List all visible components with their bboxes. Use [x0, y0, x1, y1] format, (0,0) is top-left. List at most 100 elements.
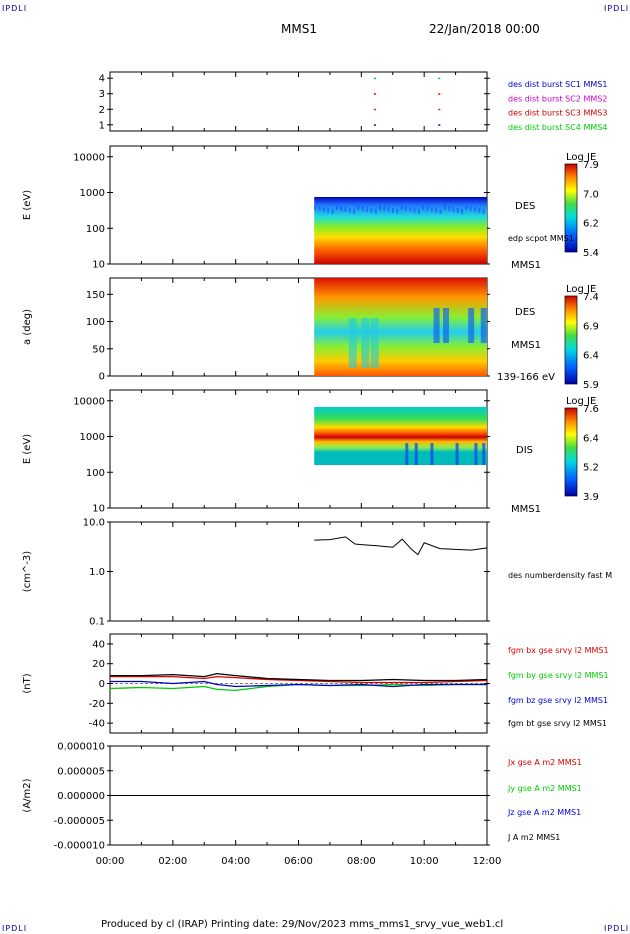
spectrogram-streak	[422, 205, 425, 210]
panel-frame-4	[109, 521, 488, 622]
x-tick-label: 04:00	[221, 856, 250, 867]
spectrogram-streak	[433, 308, 440, 343]
colorbar-tick-label: 7.0	[583, 189, 599, 200]
corner-label-bottom-left: IPDLI	[2, 924, 28, 933]
colorbar-tick-label: 5.9	[583, 380, 599, 391]
colorbar	[564, 295, 578, 385]
y-tick-label: 100	[86, 224, 105, 235]
colorbar-tick-label: 5.4	[583, 248, 599, 259]
spectrogram-streak	[357, 205, 360, 210]
spectrogram-streak	[335, 205, 338, 210]
spectrogram-streak	[366, 207, 369, 212]
spectrogram-streak	[480, 308, 487, 343]
colorbar	[564, 407, 578, 497]
y-tick-label: 3	[99, 89, 105, 100]
corner-label-top-right: IPDLI	[604, 4, 630, 13]
colorbar-tick-label: 7.6	[583, 404, 599, 415]
y-tick-label: 10.0	[83, 518, 105, 529]
y-tick-label: 0	[99, 372, 105, 383]
legend-entry: J A m2 MMS1	[507, 833, 560, 842]
x-tick-label: 00:00	[96, 856, 125, 867]
spectrogram-streak	[478, 208, 481, 213]
burst-mark	[438, 77, 441, 80]
panel-label: DIS	[516, 445, 533, 456]
field-line	[110, 672, 488, 682]
x-tick-label: 08:00	[347, 856, 376, 867]
y-tick-label: 150	[86, 290, 105, 301]
colorbar-tick-label: 5.2	[583, 463, 599, 474]
x-tick-label: 12:00	[473, 856, 502, 867]
spectrogram-streak	[344, 207, 347, 212]
spectrogram-streak	[430, 207, 433, 212]
spectrogram-streak	[468, 308, 475, 343]
spectrogram-streak	[409, 207, 412, 212]
field-line	[110, 680, 487, 688]
burst-mark	[373, 77, 376, 80]
colorbar-title: Log JE	[566, 284, 596, 295]
legend-entry: fgm bx gse srvy l2 MMS1	[508, 646, 609, 655]
y-tick-label: 100	[86, 317, 105, 328]
y-tick-label: 10	[92, 504, 105, 515]
y-tick-label: -20	[89, 699, 105, 710]
x-tick-label: 02:00	[158, 856, 187, 867]
y-tick-label: 10000	[73, 152, 105, 163]
burst-mark	[438, 124, 441, 126]
y-axis-label: a (deg)	[22, 309, 33, 345]
y-tick-label: 4	[99, 74, 105, 85]
y-tick-label: 100	[86, 468, 105, 479]
y-tick-label: 2	[99, 105, 105, 116]
spectrogram-streak	[435, 208, 438, 213]
spectrogram-streak	[361, 318, 370, 368]
y-tick-label: 20	[92, 659, 105, 670]
legend-entry: des dist burst SC3 MMS3	[508, 109, 607, 118]
burst-mark	[438, 93, 441, 95]
y-tick-label: 10	[92, 260, 105, 271]
panel-label: 139-166 eV	[497, 372, 555, 383]
legend-entry: des numberdensity fast M	[508, 571, 612, 580]
spectrogram-streak	[417, 209, 420, 214]
colorbar-title: Log JE	[566, 396, 596, 407]
y-axis-label: E (eV)	[22, 190, 33, 220]
panel-label: DES	[515, 307, 535, 318]
burst-mark	[438, 108, 441, 111]
spectrogram-streak	[474, 207, 477, 212]
spectrogram-streak	[370, 318, 379, 368]
spectrogram-streak	[404, 206, 407, 211]
spectrogram-streak	[396, 209, 399, 214]
legend-entry: fgm by gse srvy l2 MMS1	[508, 671, 609, 680]
colorbar-tick-label: 6.9	[583, 321, 599, 332]
page-title: MMS1	[281, 22, 317, 36]
spectrogram-streak	[361, 206, 364, 211]
panel-label: DES	[515, 201, 535, 212]
spectrogram-streak	[348, 208, 351, 213]
legend-entry: Jy gse A m2 MMS1	[507, 784, 582, 793]
spectrogram-streak	[314, 205, 317, 210]
spectrogram-streak	[387, 207, 390, 212]
spectrogram-streak	[465, 205, 468, 210]
spectrogram-streak	[383, 206, 386, 211]
colorbar-tick-label: 6.4	[583, 351, 599, 362]
burst-mark	[373, 93, 376, 95]
panel-label: MMS1	[511, 504, 541, 515]
y-tick-label: -40	[89, 719, 105, 730]
panel-label: edp scpot MMS1	[508, 234, 574, 243]
spectrogram-streak	[348, 318, 357, 368]
colorbar-tick-label: 7.9	[583, 160, 599, 171]
y-tick-label: 10000	[73, 396, 105, 407]
colorbar-tick-label: 6.4	[583, 433, 599, 444]
burst-mark	[373, 124, 376, 126]
corner-label-top-left: IPDLI	[2, 4, 28, 13]
spectrogram-streak	[414, 443, 418, 465]
spectrogram-streak	[461, 209, 464, 214]
y-tick-label: 0.000005	[57, 766, 105, 777]
y-tick-label: -0.000010	[54, 841, 105, 852]
colorbar	[564, 163, 578, 253]
spectrogram-streak	[455, 443, 459, 465]
spectrogram-streak	[426, 206, 429, 211]
spectrogram-streak	[439, 209, 442, 214]
x-tick-label: 10:00	[410, 856, 439, 867]
spectrogram-streak	[400, 205, 403, 210]
y-tick-label: 0	[99, 679, 105, 690]
field-line	[110, 675, 488, 684]
